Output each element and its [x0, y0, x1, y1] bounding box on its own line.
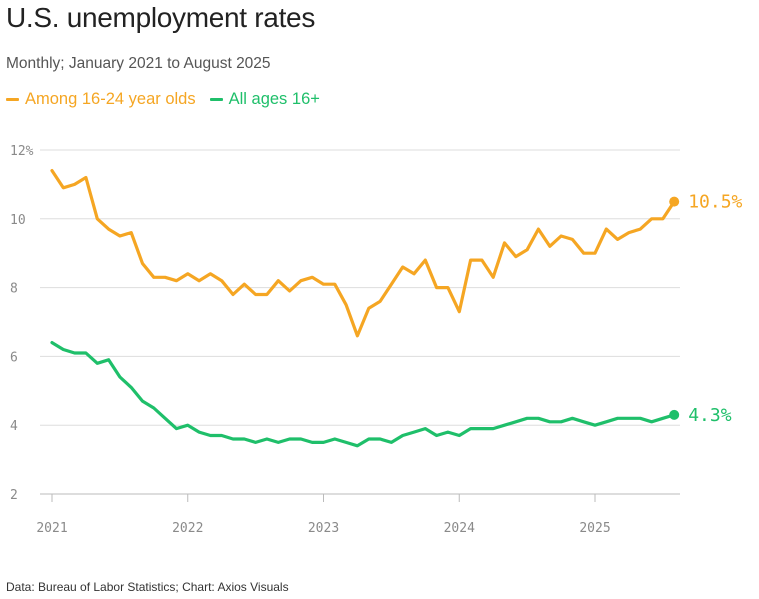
y-tick-label: 8	[10, 282, 18, 297]
x-tick-label: 2023	[308, 521, 339, 536]
chart-title: U.S. unemployment rates	[6, 2, 316, 33]
legend-label-all: All ages 16+	[228, 90, 320, 108]
x-tick-label: 2025	[579, 521, 610, 536]
end-label-youth: 10.5%	[688, 192, 742, 213]
end-labels: 10.5% 4.3%	[688, 192, 742, 426]
legend-label-youth: Among 16-24 year olds	[25, 90, 196, 108]
x-tick-label: 2024	[444, 521, 475, 536]
x-tick-label: 2021	[36, 521, 67, 536]
x-tick-label: 2022	[172, 521, 203, 536]
legend-item-youth: Among 16-24 year olds	[6, 90, 196, 109]
series-lines	[50, 169, 680, 448]
chart-subtitle: Monthly; January 2021 to August 2025	[6, 55, 271, 72]
y-tick-label: 4	[10, 419, 18, 434]
legend-swatch-youth	[6, 98, 19, 101]
end-point-youth	[669, 196, 680, 207]
legend-swatch-all	[209, 98, 223, 101]
end-point-all	[669, 409, 680, 420]
x-axis: 2021 2022 2023 2024 2025	[36, 493, 680, 536]
y-tick-label: 12%	[10, 144, 34, 159]
series-line-youth	[50, 169, 676, 338]
source-note: Data: Bureau of Labor Statistics; Chart:…	[6, 580, 289, 594]
series-line-all	[50, 341, 676, 448]
y-tick-label: 2	[10, 488, 18, 503]
end-label-all: 4.3%	[688, 405, 732, 426]
y-tick-label: 10	[10, 213, 26, 228]
legend: Among 16-24 year olds All ages 16+	[6, 90, 320, 109]
legend-item-all: All ages 16+	[209, 90, 320, 109]
gridlines: 2 4 6 8 10 12%	[10, 144, 680, 503]
y-tick-label: 6	[10, 350, 18, 365]
